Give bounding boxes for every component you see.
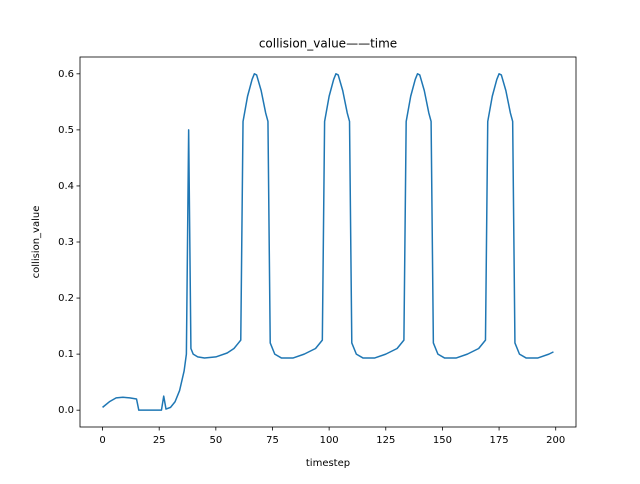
- y-tick-label: 0.4: [58, 181, 74, 192]
- x-tick-label: 100: [320, 435, 339, 446]
- y-tick-label: 0.6: [58, 69, 74, 80]
- x-tick-label: 25: [153, 435, 166, 446]
- x-tick-label: 175: [490, 435, 509, 446]
- x-tick-label: 200: [546, 435, 565, 446]
- y-tick-label: 0.3: [58, 237, 74, 248]
- x-tick-label: 50: [209, 435, 222, 446]
- y-axis-label: collision_value: [31, 206, 42, 279]
- x-tick-label: 125: [376, 435, 395, 446]
- x-tick-label: 0: [99, 435, 105, 446]
- y-tick-label: 0.0: [58, 405, 74, 416]
- y-tick-label: 0.1: [58, 349, 74, 360]
- y-tick-label: 0.5: [58, 125, 74, 136]
- y-tick-label: 0.2: [58, 293, 74, 304]
- x-tick-label: 150: [433, 435, 452, 446]
- chart-title: collision_value——time: [259, 37, 397, 51]
- x-axis-label: timestep: [306, 458, 350, 469]
- x-tick-label: 75: [266, 435, 279, 446]
- plot-frame: [79, 56, 577, 428]
- line-series: [102, 73, 554, 411]
